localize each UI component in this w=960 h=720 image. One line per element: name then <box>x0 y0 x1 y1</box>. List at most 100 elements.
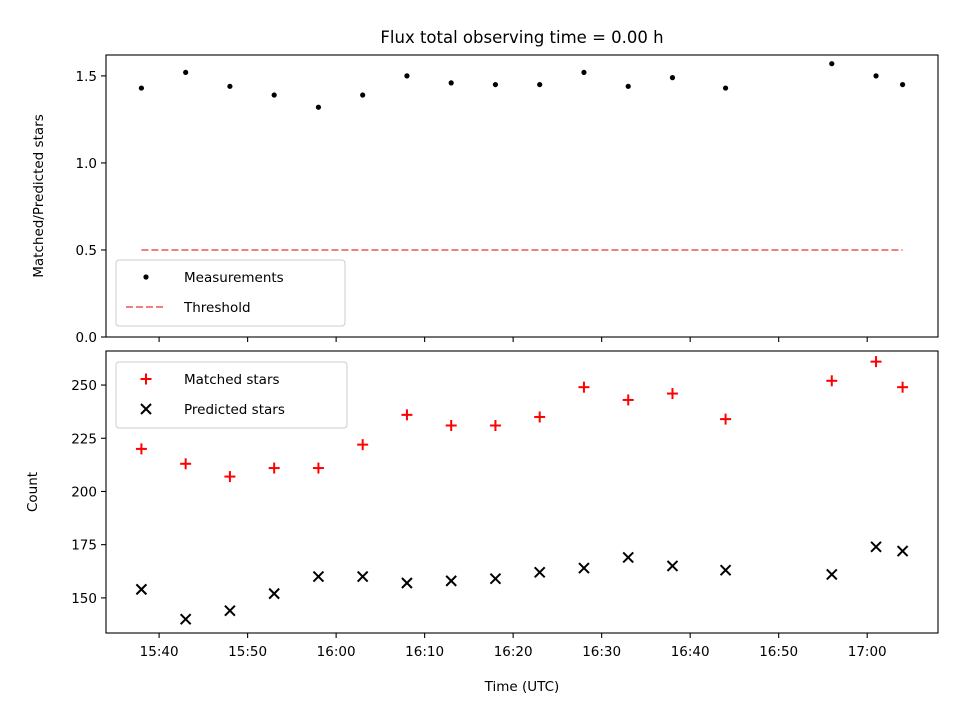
cross-stroke <box>489 573 502 585</box>
cross-stroke <box>135 583 148 596</box>
predicted-stars-point <box>489 573 502 585</box>
predicted-stars-point <box>445 575 457 587</box>
y-tick-label: 225 <box>71 431 97 447</box>
cross-stroke <box>896 545 909 557</box>
measurement-point <box>360 92 366 98</box>
legend-marker-predicted-stars <box>140 403 152 415</box>
predicted-stars-point <box>870 541 882 553</box>
matched-stars-point <box>578 381 590 393</box>
cross-stroke <box>356 570 369 583</box>
measurement-point <box>722 85 729 91</box>
predicted-stars-point <box>224 604 236 617</box>
predicted-stars-point <box>578 562 590 574</box>
ratio-legend: Measurements Threshold <box>115 259 346 327</box>
x-tick-label: 17:00 <box>848 644 887 660</box>
predicted-stars-point <box>666 560 679 572</box>
predicted-stars-point <box>356 570 369 583</box>
legend-label-matched-stars: Matched stars <box>184 372 280 388</box>
measurement-point <box>315 104 322 110</box>
matched-stars-point <box>357 439 369 451</box>
predicted-stars-point <box>401 577 413 589</box>
cross-stroke <box>578 562 590 574</box>
predicted-stars-point <box>533 566 546 579</box>
measurement-point <box>271 92 277 98</box>
x-tick-label: 15:40 <box>140 644 179 660</box>
y-tick-label: 250 <box>71 378 97 394</box>
predicted-stars-point <box>268 587 280 600</box>
x-tick-label: 16:30 <box>582 644 621 660</box>
predicted-stars-point <box>896 545 909 557</box>
count-legend-items <box>140 373 152 415</box>
cross-stroke <box>179 613 192 625</box>
y-tick-label: 1.5 <box>76 69 97 85</box>
x-tick-label: 15:50 <box>228 644 267 660</box>
cross-stroke <box>312 570 325 583</box>
matched-stars-point <box>445 419 457 431</box>
ratio-y-axis: 0.0 0.5 1.0 1.5 <box>76 69 106 346</box>
measurement-point <box>537 81 543 88</box>
x-tick-label: 16:10 <box>405 644 444 660</box>
cross-stroke <box>445 575 457 587</box>
y-tick-label: 200 <box>71 484 97 500</box>
measurement-point <box>404 73 410 79</box>
predicted-stars-point <box>826 568 838 581</box>
count-panel: 150 175 200 225 250 15:40 15:50 16:00 16:10 16:2… <box>25 350 939 695</box>
measurement-point <box>873 73 879 79</box>
y-tick-label: 150 <box>71 591 97 607</box>
count-x-axis: 15:40 15:50 16:00 16:10 16:20 16:30 16:40 16:50… <box>140 633 887 660</box>
matched-stars-point <box>897 381 909 393</box>
predicted-stars-point <box>312 570 325 583</box>
matched-stars-point <box>489 419 501 431</box>
y-tick-label: 0.5 <box>76 243 97 259</box>
count-legend-box <box>115 361 348 429</box>
matched-stars-point <box>534 411 546 423</box>
matched-stars-point <box>312 462 324 474</box>
ratio-panel: Flux total observing time = 0.00 h 0.00.… <box>31 28 939 346</box>
count-marks <box>135 356 909 625</box>
predicted-stars-point <box>135 583 148 596</box>
matched-stars-point <box>666 388 678 400</box>
predicted-stars-point <box>719 564 732 576</box>
count-panel-frame <box>105 350 939 634</box>
measurement-point <box>138 85 145 91</box>
matched-stars-point <box>826 375 838 387</box>
cross-stroke <box>401 577 413 589</box>
matched-stars-point <box>720 413 732 425</box>
cross-stroke <box>666 560 679 572</box>
cross-stroke <box>140 403 152 415</box>
matched-stars-point <box>268 462 280 474</box>
matched-stars-point <box>401 409 413 421</box>
measurement-point <box>227 83 233 89</box>
cross-stroke <box>268 587 280 600</box>
matched-stars-point <box>224 471 236 483</box>
legend-marker-measurements <box>143 274 149 280</box>
count-y-axis-label: Count <box>25 472 41 512</box>
measurement-point <box>448 80 454 86</box>
measurement-point <box>183 69 189 76</box>
x-tick-label: 16:20 <box>494 644 533 660</box>
predicted-stars-point <box>179 613 192 625</box>
chart-title: Flux total observing time = 0.00 h <box>380 28 663 47</box>
legend-label-threshold: Threshold <box>183 300 251 316</box>
matched-stars-point <box>180 458 192 470</box>
x-tick-label: 16:50 <box>759 644 798 660</box>
measurement-point <box>581 69 587 76</box>
measurement-point <box>829 61 835 67</box>
cross-stroke <box>533 566 546 579</box>
ratio-marks <box>138 61 906 251</box>
measurement-point <box>492 81 499 88</box>
y-tick-label: 175 <box>71 538 97 554</box>
y-tick-label: 1.0 <box>76 156 97 172</box>
ratio-legend-box <box>115 259 346 327</box>
x-axis-label: Time (UTC) <box>484 679 560 695</box>
legend-marker-matched-stars <box>140 373 152 385</box>
ratio-x-axis <box>158 337 868 342</box>
matched-stars-point <box>622 394 634 406</box>
count-y-axis: 150 175 200 225 250 <box>71 378 106 607</box>
cross-stroke <box>224 604 236 617</box>
count-legend: Matched stars Predicted stars <box>115 361 348 429</box>
matched-stars-point <box>870 356 882 368</box>
x-tick-label: 16:40 <box>671 644 710 660</box>
